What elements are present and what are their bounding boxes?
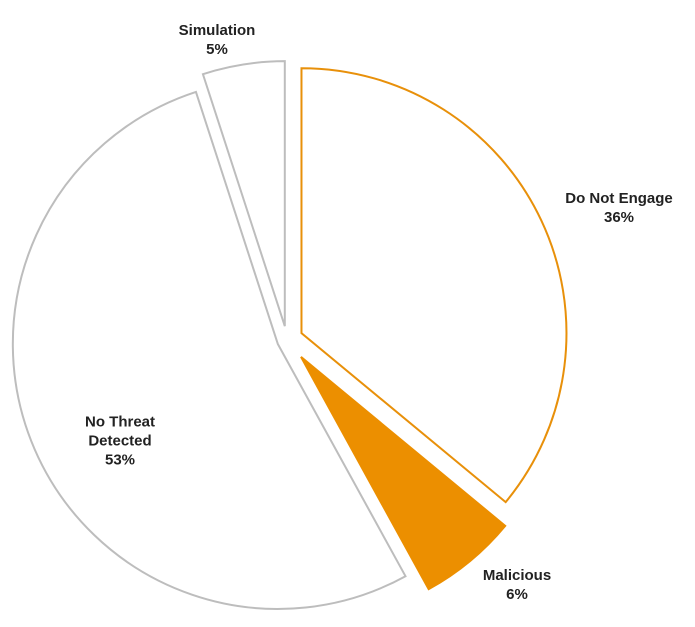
- pie-slice-do-not-engage: [300, 67, 568, 504]
- slice-name-no-threat-detected-line2: Detected: [88, 432, 152, 450]
- pie-slice-no-threat-detected: [11, 90, 407, 610]
- pie-slice-malicious: [300, 356, 507, 591]
- slice-label-do-not-engage: Do Not Engage 36%: [565, 189, 673, 227]
- slice-value-do-not-engage: 36%: [603, 209, 635, 226]
- slice-value-malicious: 6%: [506, 586, 528, 603]
- slice-name-malicious: Malicious: [482, 567, 552, 584]
- slice-name-do-not-engage: Do Not Engage: [565, 190, 673, 207]
- slice-value-no-threat-detected: 53%: [104, 451, 136, 469]
- slice-name-simulation: Simulation: [178, 22, 256, 39]
- slice-name-no-threat-detected-line1: No Threat: [84, 413, 156, 431]
- slice-label-malicious: Malicious 6%: [483, 566, 551, 604]
- pie-slice-simulation: [201, 60, 286, 327]
- slice-label-simulation: Simulation 5%: [179, 21, 256, 59]
- slice-label-no-threat-detected: No Threat Detected 53%: [85, 413, 155, 470]
- slice-value-simulation: 5%: [206, 41, 228, 58]
